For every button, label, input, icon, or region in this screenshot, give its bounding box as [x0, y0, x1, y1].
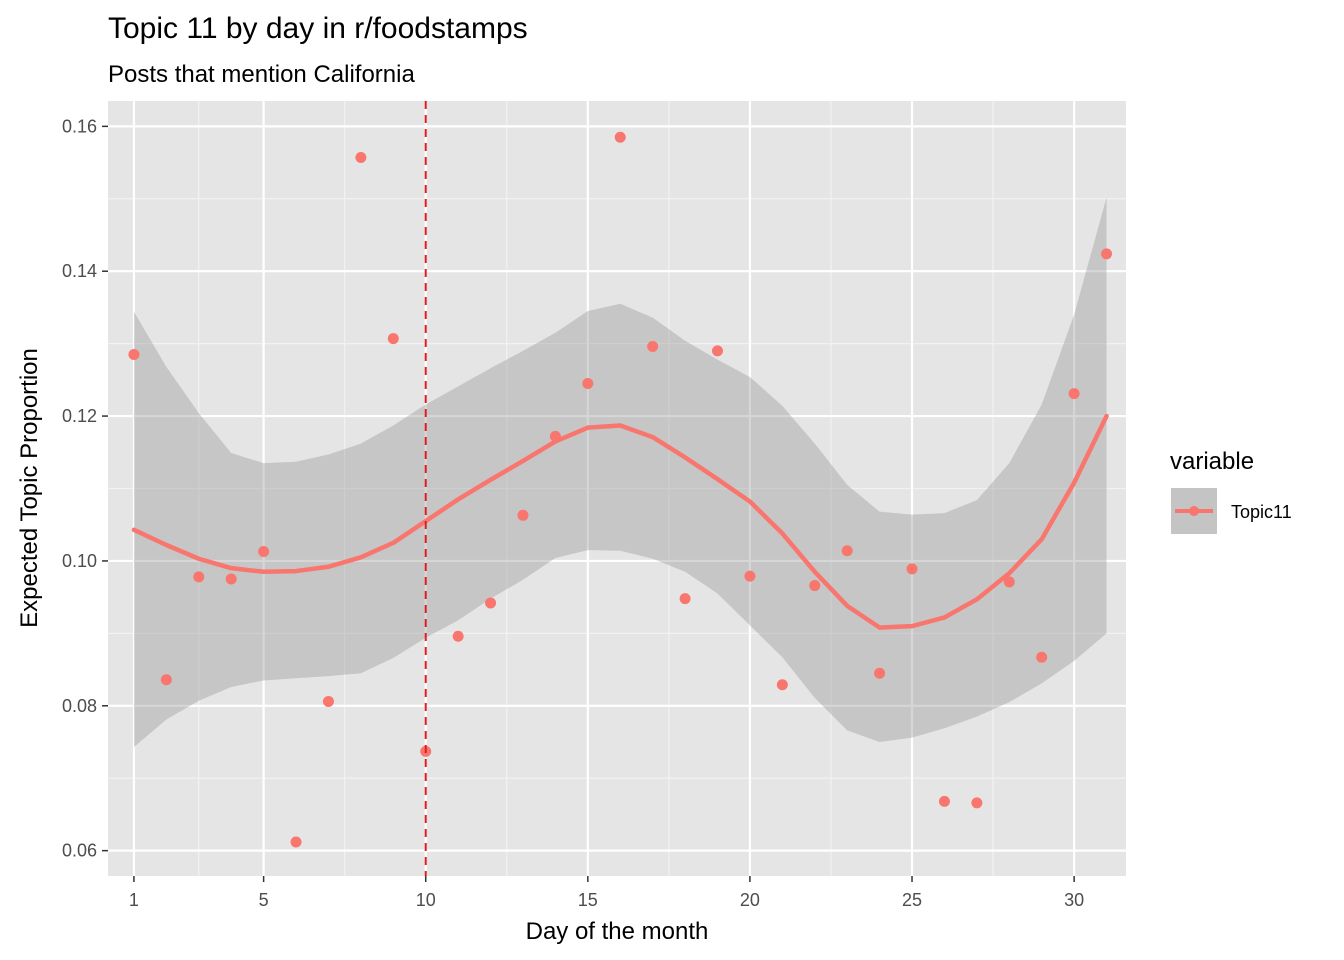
- data-point: [971, 797, 983, 809]
- y-axis-ticks: 0.06 0.08 0.10 0.12 0.14 0.16: [62, 116, 108, 861]
- x-tick-label: 20: [740, 890, 760, 910]
- data-point: [160, 674, 172, 686]
- data-point: [582, 377, 594, 389]
- legend-title: variable: [1170, 448, 1254, 475]
- data-point: [517, 509, 529, 521]
- chart-title: Topic 11 by day in r/foodstamps: [108, 12, 528, 45]
- data-point: [322, 695, 334, 707]
- data-point: [485, 597, 497, 609]
- x-tick-label: 25: [902, 890, 922, 910]
- x-tick-label: 1: [129, 890, 139, 910]
- data-point: [128, 349, 140, 361]
- data-point: [679, 593, 691, 605]
- data-point: [193, 571, 205, 583]
- data-point: [452, 630, 464, 642]
- legend: variable Topic11: [1170, 448, 1292, 534]
- chart-subtitle: Posts that mention California: [108, 61, 415, 88]
- data-point: [841, 545, 853, 557]
- y-tick-label: 0.12: [62, 406, 97, 426]
- data-point: [744, 570, 756, 582]
- y-tick-label: 0.14: [62, 261, 97, 281]
- data-point: [874, 667, 886, 679]
- smooth-line: [131, 413, 1109, 630]
- x-tick-label: 5: [259, 890, 269, 910]
- x-tick-label: 10: [416, 890, 436, 910]
- x-tick-label: 30: [1064, 890, 1084, 910]
- y-axis-title: Expected Topic Proportion: [16, 348, 43, 628]
- data-point: [290, 836, 302, 848]
- x-axis-ticks: 1 5 10 15 20 25 30: [129, 876, 1084, 910]
- y-tick-label: 0.16: [62, 116, 97, 136]
- legend-label-topic11: Topic11: [1231, 502, 1292, 522]
- data-point: [712, 345, 724, 357]
- data-point: [906, 563, 918, 575]
- data-point: [355, 151, 367, 163]
- y-tick-label: 0.10: [62, 551, 97, 571]
- data-point: [225, 573, 237, 585]
- x-axis-title: Day of the month: [526, 918, 709, 945]
- data-point: [1101, 248, 1113, 260]
- data-points: [128, 131, 1113, 848]
- minor-gridlines: [108, 101, 1126, 876]
- data-point: [1003, 576, 1015, 588]
- confidence-band: [133, 197, 1107, 748]
- confidence-band-layer: [133, 197, 1107, 748]
- smooth-line-layer: [131, 413, 1109, 630]
- data-point: [1036, 651, 1048, 663]
- data-point: [776, 679, 788, 691]
- data-point: [614, 131, 626, 143]
- data-point: [387, 333, 399, 345]
- data-point: [647, 341, 659, 353]
- data-point: [1068, 388, 1080, 400]
- major-gridlines: [108, 101, 1126, 876]
- data-point: [809, 580, 821, 592]
- legend-key-point: [1189, 506, 1199, 516]
- data-point: [938, 795, 950, 807]
- y-tick-label: 0.06: [62, 841, 97, 861]
- data-point: [258, 546, 270, 558]
- y-tick-label: 0.08: [62, 696, 97, 716]
- x-tick-label: 15: [578, 890, 598, 910]
